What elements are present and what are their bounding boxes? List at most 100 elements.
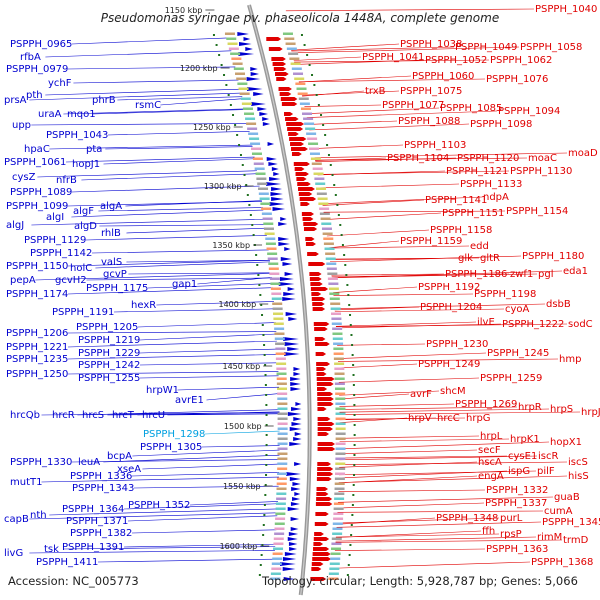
right-gene-label: PSPPH_1186 <box>445 269 507 280</box>
cog-bar <box>271 562 282 565</box>
cog-bar <box>274 327 285 330</box>
right-gene-label: PSPPH_1249 <box>418 359 480 370</box>
leader-line <box>339 470 537 476</box>
left-gene-label: PSPPH_1242 <box>78 360 140 371</box>
cog-bar <box>231 57 242 60</box>
leader-line <box>298 78 486 83</box>
leader-line <box>99 224 266 227</box>
guide-dot <box>258 284 261 286</box>
cog-bar <box>277 427 288 430</box>
forward-gene-arrow <box>296 177 307 181</box>
guide-dot <box>315 94 318 96</box>
guide-dot <box>350 534 353 536</box>
guide-dot <box>344 264 347 266</box>
cog-bar <box>334 487 345 490</box>
reverse-gene-arrow <box>287 412 302 416</box>
leader-line <box>137 411 280 416</box>
cog-bar <box>275 347 286 350</box>
guide-dot <box>262 534 265 536</box>
cog-bar <box>298 97 309 100</box>
forward-gene-arrow <box>300 202 310 206</box>
forward-gene-arrow <box>281 102 298 106</box>
leader-line <box>309 123 470 131</box>
cog-bar <box>259 197 270 200</box>
leader-line <box>339 461 478 468</box>
right-gene-label: hrpL <box>480 431 503 442</box>
right-gene-label: PSPPH_1120 <box>457 153 519 164</box>
forward-gene-arrow <box>290 142 304 146</box>
cog-bar <box>240 97 251 100</box>
reverse-gene-arrow <box>280 257 292 261</box>
leader-line <box>137 322 276 328</box>
right-gene-label: PSPPH_1040 <box>535 4 597 15</box>
cog-bar <box>270 287 281 290</box>
leader-line <box>107 131 250 136</box>
cog-bar <box>282 32 293 35</box>
guide-dot <box>227 94 230 96</box>
cog-bar <box>335 452 346 455</box>
leader-line <box>117 96 243 101</box>
leader-line <box>113 308 275 313</box>
right-gene-label: glk <box>458 253 473 264</box>
guide-dot <box>260 554 263 556</box>
cog-bar <box>251 147 262 150</box>
cog-bar <box>284 37 295 40</box>
right-gene-label: secF <box>478 445 501 456</box>
right-gene-label: PSPPH_1103 <box>404 140 466 151</box>
cog-bar <box>335 397 346 400</box>
reverse-gene-arrow <box>284 272 294 276</box>
cog-bar <box>233 67 244 70</box>
cog-bar <box>314 177 325 180</box>
forward-gene-arrow <box>302 217 314 221</box>
leader-line <box>29 92 242 101</box>
right-gene-label: guaB <box>554 492 580 503</box>
cog-bar <box>277 397 288 400</box>
leader-line <box>67 66 236 70</box>
cog-bar <box>237 82 248 85</box>
right-gene-label: PSPPH_1332 <box>486 485 548 496</box>
cog-bar <box>335 412 346 415</box>
reverse-gene-arrow <box>279 277 294 281</box>
guide-dot <box>238 144 241 146</box>
forward-gene-arrow <box>310 287 329 291</box>
scale-tick-label: 1450 kbp <box>223 362 261 371</box>
left-gene-label: PSPPH_1221 <box>6 342 68 353</box>
leader-line <box>49 144 253 150</box>
left-gene-label: hrpW1 <box>146 385 179 396</box>
reverse-gene-arrow <box>282 557 297 561</box>
guide-dot <box>265 404 268 406</box>
cog-bar <box>300 107 311 110</box>
cog-bar <box>330 302 341 305</box>
reverse-gene-arrow <box>237 32 249 36</box>
leader-line <box>339 411 581 415</box>
cog-bar <box>277 387 288 390</box>
leader-line <box>339 393 410 400</box>
right-gene-label: ndpA <box>483 192 509 203</box>
forward-gene-arrow <box>314 522 329 526</box>
right-gene-label: zwf1 <box>510 269 533 280</box>
guide-dot <box>303 44 306 46</box>
guide-dot <box>352 384 355 386</box>
reverse-gene-arrow <box>293 367 301 371</box>
left-gene-label: PSPPH_1061 <box>4 157 66 168</box>
cog-bar <box>268 262 279 265</box>
cog-bar <box>275 342 286 345</box>
right-gene-label: shcM <box>440 386 466 397</box>
cog-bar <box>333 517 344 520</box>
reverse-gene-arrow <box>266 182 282 186</box>
forward-gene-arrow <box>299 197 317 201</box>
leader-line <box>139 348 278 354</box>
forward-gene-arrow <box>313 322 330 326</box>
forward-gene-arrow <box>298 187 315 191</box>
left-gene-label: PSPPH_1364 <box>62 504 124 515</box>
guide-dot <box>348 554 351 556</box>
right-gene-label: PSPPH_1269 <box>455 399 517 410</box>
leader-line <box>338 475 568 483</box>
cog-bar <box>236 77 247 80</box>
forward-gene-arrow <box>316 367 327 371</box>
guide-dot <box>259 294 262 296</box>
left-gene-label: PSPPH_1142 <box>30 248 92 259</box>
cog-bar <box>332 337 343 340</box>
leader-line <box>334 303 546 310</box>
